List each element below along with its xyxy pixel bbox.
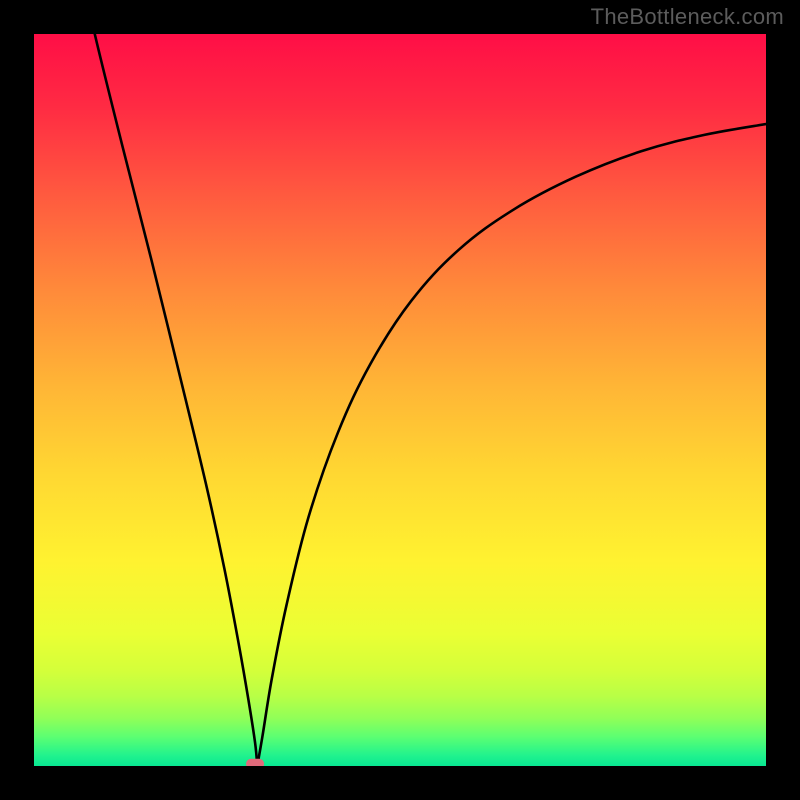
bottleneck-chart	[0, 0, 800, 800]
plot-background	[34, 34, 766, 766]
watermark-text: TheBottleneck.com	[591, 4, 784, 30]
chart-container: TheBottleneck.com	[0, 0, 800, 800]
